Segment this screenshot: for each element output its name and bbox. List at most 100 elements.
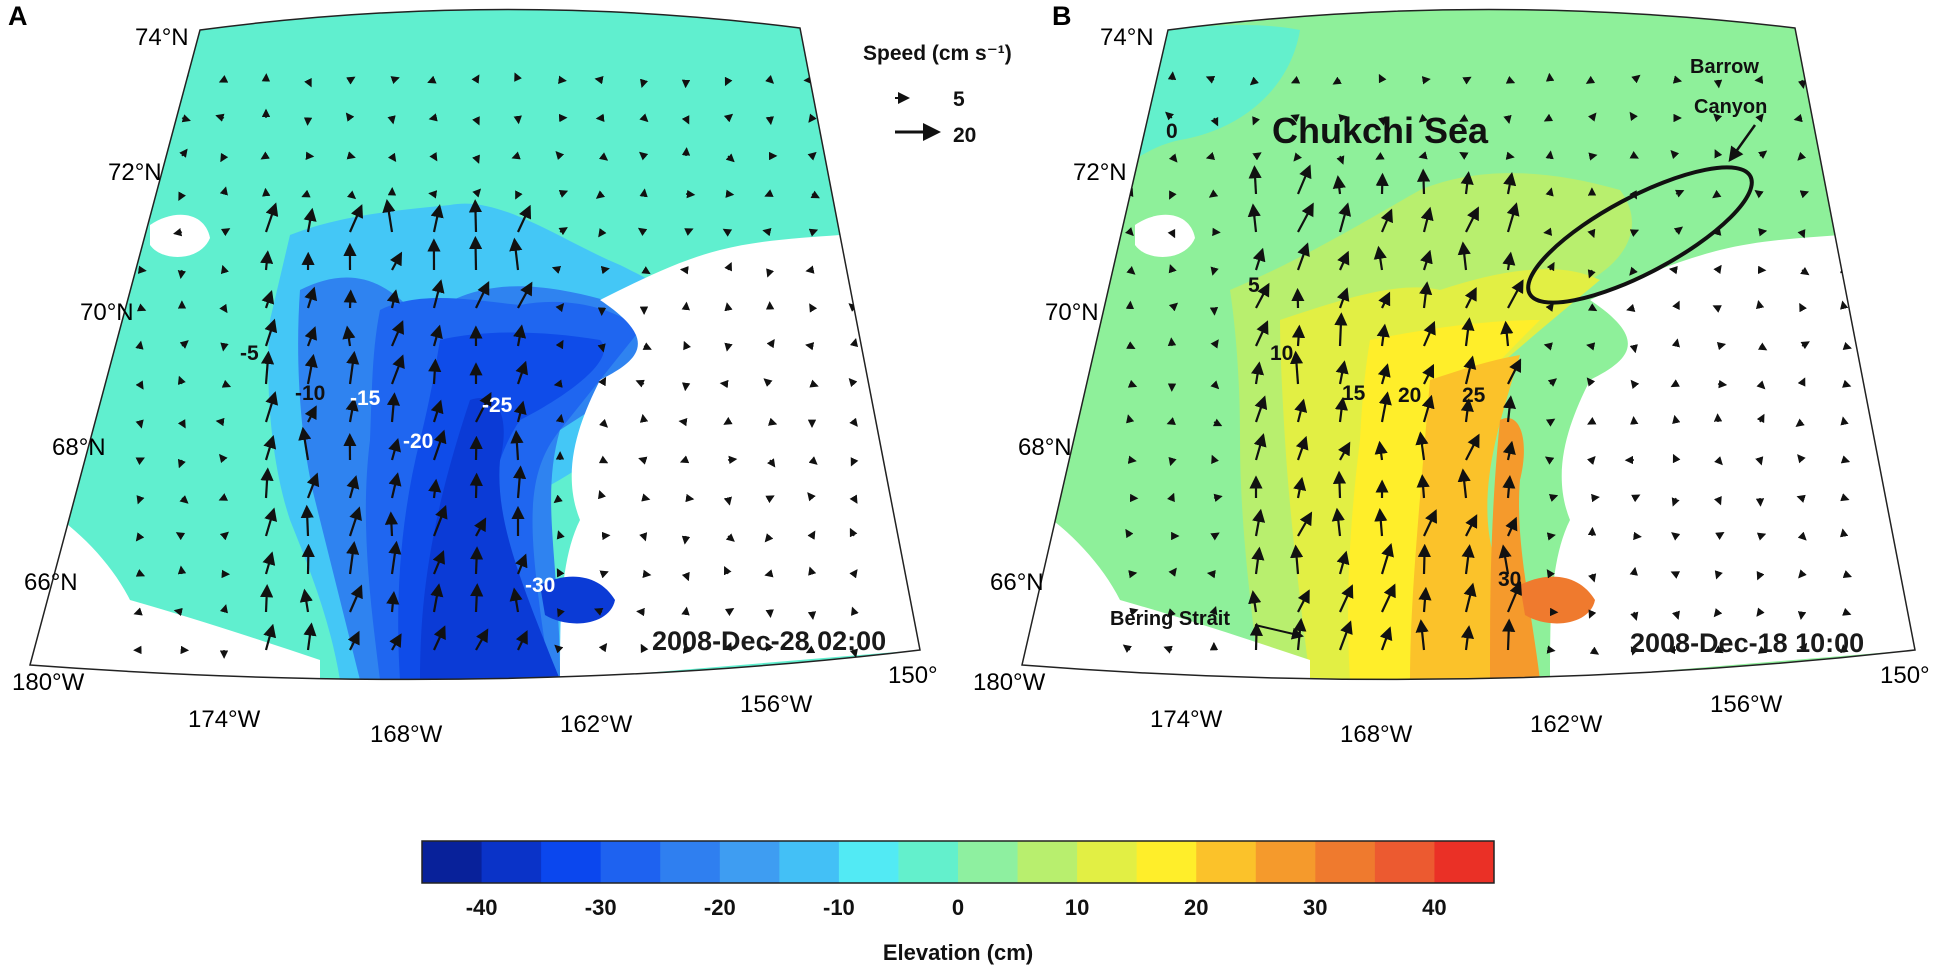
current-arrow: [1294, 398, 1308, 423]
current-arrow: [1548, 493, 1559, 502]
current-arrow: [514, 72, 522, 82]
current-arrow: [388, 540, 402, 575]
current-arrow: [848, 303, 858, 312]
current-arrow: [219, 303, 228, 314]
current-arrow: [135, 151, 145, 161]
current-arrow: [470, 583, 484, 613]
lon-label-180-b: 180°W: [973, 669, 1046, 696]
current-arrow: [851, 267, 862, 276]
current-arrow: [1253, 433, 1267, 461]
current-vectors-b: [1122, 71, 1853, 656]
current-arrow: [1331, 507, 1345, 537]
contour-label-b: 25: [1462, 384, 1486, 407]
current-arrow: [1633, 531, 1642, 541]
current-arrow: [1713, 608, 1723, 618]
current-arrow: [724, 302, 733, 312]
band-minus-30-a: [420, 398, 560, 680]
current-arrow: [594, 76, 604, 85]
current-arrow: [348, 204, 364, 233]
current-arrow: [1338, 114, 1348, 123]
contour-label-a: -15: [350, 387, 381, 410]
current-arrow: [1498, 544, 1512, 575]
barrow-label-line2: Canyon: [1694, 96, 1767, 118]
current-arrow: [219, 531, 229, 541]
current-arrow: [765, 75, 775, 84]
current-arrow: [1629, 266, 1638, 276]
current-arrow: [808, 456, 818, 465]
current-arrow: [640, 78, 649, 88]
current-arrow: [1210, 116, 1219, 127]
speed-value-large: 20: [953, 124, 976, 147]
current-arrow: [432, 429, 447, 461]
colorbar-tick-label: 20: [1184, 895, 1208, 920]
current-arrow: [684, 228, 694, 236]
colorbar-cell: [1077, 841, 1138, 883]
current-arrow: [348, 584, 363, 613]
current-arrow: [1465, 206, 1479, 233]
panel-b: B 74°N 72°N 70°N 68°N 66°N 180°W 174°W 1…: [973, 1, 1930, 748]
colorbar-tick-label: -20: [704, 895, 736, 920]
current-arrow: [1167, 228, 1176, 239]
current-arrow: [432, 504, 448, 537]
current-arrow: [509, 237, 523, 271]
current-arrow: [1290, 114, 1300, 122]
current-arrow: [598, 152, 609, 161]
contour-label-b: 0: [1166, 120, 1178, 143]
current-arrow: [1126, 414, 1135, 424]
current-arrow: [849, 648, 858, 658]
current-arrow: [1213, 493, 1223, 503]
current-arrow: [767, 458, 776, 468]
current-arrow: [390, 76, 400, 85]
current-arrow: [556, 568, 565, 578]
current-arrow: [807, 611, 817, 620]
current-arrow: [1547, 378, 1557, 387]
current-arrow: [1465, 433, 1480, 461]
current-arrow: [1457, 468, 1471, 499]
band-0-b: [1022, 25, 1300, 665]
colorbar-tick-label: 30: [1303, 895, 1327, 920]
current-arrow: [1291, 324, 1306, 347]
current-arrow: [1797, 151, 1807, 161]
current-arrow: [262, 187, 271, 197]
current-arrow: [1672, 300, 1680, 311]
current-arrow: [382, 199, 396, 233]
current-arrow: [346, 151, 356, 160]
current-arrow: [1588, 152, 1598, 161]
current-arrow: [1247, 203, 1261, 233]
current-arrow: [430, 399, 444, 423]
current-arrow: [1416, 474, 1430, 499]
current-arrow: [133, 607, 143, 616]
current-arrow: [1339, 584, 1354, 613]
current-arrow: [1502, 395, 1517, 423]
current-arrow: [1249, 622, 1263, 651]
current-arrow: [724, 76, 733, 87]
current-arrow: [386, 392, 401, 423]
current-arrow: [1209, 605, 1218, 616]
current-arrow: [220, 264, 229, 275]
current-arrow: [1248, 590, 1262, 613]
region-label-chukchi-sea: Chukchi Sea: [1272, 110, 1489, 151]
barrow-label-line1: Barrow: [1690, 56, 1759, 78]
current-arrow: [1546, 532, 1556, 541]
current-arrow: [427, 75, 437, 84]
current-arrow: [805, 645, 816, 654]
current-arrow: [1378, 391, 1392, 423]
current-arrow: [1205, 151, 1216, 161]
current-arrow: [1122, 644, 1133, 653]
current-arrow: [1670, 571, 1681, 579]
current-arrow: [809, 303, 818, 313]
current-arrow: [1797, 531, 1807, 541]
current-arrow: [513, 324, 527, 347]
current-arrow: [1463, 355, 1477, 385]
contour-label-a: -30: [525, 574, 555, 597]
current-arrow: [1421, 76, 1431, 85]
current-arrow: [384, 511, 399, 537]
current-arrow: [1206, 570, 1216, 579]
current-arrow: [1757, 645, 1768, 654]
current-arrow: [1465, 514, 1478, 537]
current-arrow: [428, 190, 438, 199]
current-arrow: [1125, 227, 1134, 237]
current-arrow: [429, 152, 438, 162]
current-arrow: [766, 338, 775, 349]
current-arrow: [681, 571, 690, 582]
